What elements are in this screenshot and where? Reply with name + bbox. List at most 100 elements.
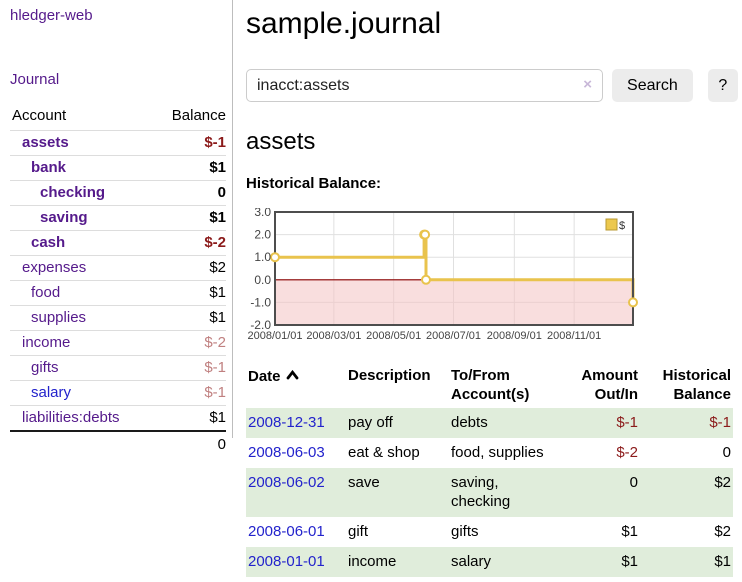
search-form: × Search ? [246, 69, 738, 102]
account-balance: $1 [152, 405, 226, 431]
svg-text:3.0: 3.0 [254, 208, 271, 219]
account-balance: $1 [152, 155, 226, 181]
transaction-balance: $-1 [709, 414, 731, 431]
svg-text:2008/11/01: 2008/11/01 [547, 330, 601, 342]
account-balance: $-2 [152, 330, 226, 356]
account-link[interactable]: saving [40, 209, 88, 226]
account-row: liabilities:debts $1 [10, 405, 226, 431]
svg-text:2008/09/01: 2008/09/01 [487, 330, 542, 342]
transaction-accounts: food, supplies [451, 444, 544, 461]
svg-text:-2.0: -2.0 [250, 318, 271, 332]
accounts-header-balance: Balance [171, 107, 226, 124]
search-input[interactable] [246, 69, 604, 102]
chart-label: Historical Balance: [246, 175, 382, 192]
sort-ascending-icon [286, 366, 299, 385]
transaction-amount: $-2 [616, 444, 638, 461]
svg-text:2008/01/01: 2008/01/01 [247, 330, 302, 342]
search-button[interactable]: Search [612, 69, 693, 102]
svg-text:2008/03/01: 2008/03/01 [306, 330, 361, 342]
svg-text:0.0: 0.0 [254, 273, 271, 287]
account-title: assets [246, 128, 316, 155]
svg-text:-1.0: -1.0 [250, 295, 271, 309]
svg-text:2008/07/01: 2008/07/01 [426, 330, 481, 342]
account-link[interactable]: liabilities:debts [22, 409, 120, 426]
register-header-description: Description [348, 367, 431, 384]
account-row: income $-2 [10, 330, 226, 356]
transaction-balance: $2 [714, 523, 731, 540]
accounts-table-body: assets $-1 bank $1 checking 0 saving $1 cash $-2 e… [10, 130, 226, 431]
register-header-amount: Amount Out/In [581, 367, 638, 403]
register-row: 2008-06-03 eat & shop food, supplies $-2 0 [246, 438, 733, 468]
account-row: food $1 [10, 280, 226, 306]
account-link[interactable]: bank [31, 159, 67, 176]
register-table: Date Description To/From Account(s) Amou… [246, 364, 733, 577]
account-balance: $-1 [152, 380, 226, 406]
account-link[interactable]: gifts [31, 359, 59, 376]
register-row: 2008-01-01 income salary $1 $1 [246, 547, 733, 577]
page-title: sample.journal [246, 7, 442, 40]
account-link[interactable]: expenses [22, 259, 87, 276]
account-balance: $1 [152, 305, 226, 331]
accounts-header-account: Account [12, 107, 67, 124]
transaction-description: pay off [348, 414, 393, 431]
account-balance: $-1 [152, 130, 226, 156]
account-row: cash $-2 [10, 230, 226, 256]
account-row: salary $-1 [10, 380, 226, 406]
account-link[interactable]: income [22, 334, 71, 351]
transaction-accounts: debts [451, 414, 488, 431]
account-link[interactable]: assets [22, 134, 69, 151]
svg-text:2008/05/01: 2008/05/01 [366, 330, 421, 342]
account-row: saving $1 [10, 205, 226, 231]
account-balance: 0 [152, 180, 226, 206]
transaction-balance: 0 [722, 444, 731, 461]
register-header-date[interactable]: Date [246, 364, 346, 408]
transaction-amount: 0 [629, 474, 638, 491]
clear-search-icon[interactable]: × [583, 76, 593, 93]
transaction-date-link[interactable]: 2008-06-03 [248, 444, 325, 461]
account-link[interactable]: salary [31, 384, 72, 401]
transaction-description: income [348, 553, 397, 570]
help-button[interactable]: ? [707, 69, 738, 102]
sidebar-item-journal[interactable]: Journal [10, 71, 60, 88]
account-balance: $-1 [152, 355, 226, 381]
register-header-accounts: To/From Account(s) [451, 367, 530, 403]
accounts-total-value: 0 [152, 430, 226, 457]
transaction-date-link[interactable]: 2008-12-31 [248, 414, 325, 431]
register-row: 2008-06-02 save saving, checking 0 $2 [246, 468, 733, 517]
svg-text:2.0: 2.0 [254, 228, 271, 242]
account-balance: $2 [152, 255, 226, 281]
transaction-accounts: salary [451, 553, 492, 570]
transaction-date-link[interactable]: 2008-06-01 [248, 523, 325, 540]
svg-text:$: $ [619, 220, 625, 232]
account-link[interactable]: checking [40, 184, 106, 201]
transaction-amount: $1 [621, 523, 638, 540]
transaction-description: eat & shop [348, 444, 420, 461]
svg-text:1.0: 1.0 [254, 250, 271, 264]
transaction-balance: $2 [714, 474, 731, 491]
transaction-amount: $-1 [616, 414, 638, 431]
account-balance: $-2 [152, 230, 226, 256]
account-balance: $1 [152, 280, 226, 306]
transaction-date-link[interactable]: 2008-01-01 [248, 553, 325, 570]
account-balance: $1 [152, 205, 226, 231]
register-row: 2008-06-01 gift gifts $1 $2 [246, 517, 733, 547]
account-row: gifts $-1 [10, 355, 226, 381]
account-row: assets $-1 [10, 130, 226, 156]
transaction-accounts: saving, checking [451, 474, 511, 510]
accounts-table: Account Balance assets $-1 bank $1 checking 0… [10, 102, 226, 457]
account-link[interactable]: supplies [31, 309, 87, 326]
transaction-description: save [348, 474, 380, 491]
account-link[interactable]: food [31, 284, 61, 301]
account-row: bank $1 [10, 155, 226, 181]
account-row: expenses $2 [10, 255, 226, 281]
register-header-balance: Historical Balance [662, 367, 731, 403]
sidebar-divider [232, 0, 233, 438]
transaction-date-link[interactable]: 2008-06-02 [248, 474, 325, 491]
register-table-body: 2008-12-31 pay off debts $-1 $-1 2008-06-03 ea… [246, 408, 733, 577]
register-row: 2008-12-31 pay off debts $-1 $-1 [246, 408, 733, 438]
transaction-accounts: gifts [451, 523, 479, 540]
account-link[interactable]: cash [31, 234, 66, 251]
main-content: sample.journal × Search ? assets Histori… [246, 0, 738, 577]
brand-link[interactable]: hledger-web [10, 7, 93, 24]
